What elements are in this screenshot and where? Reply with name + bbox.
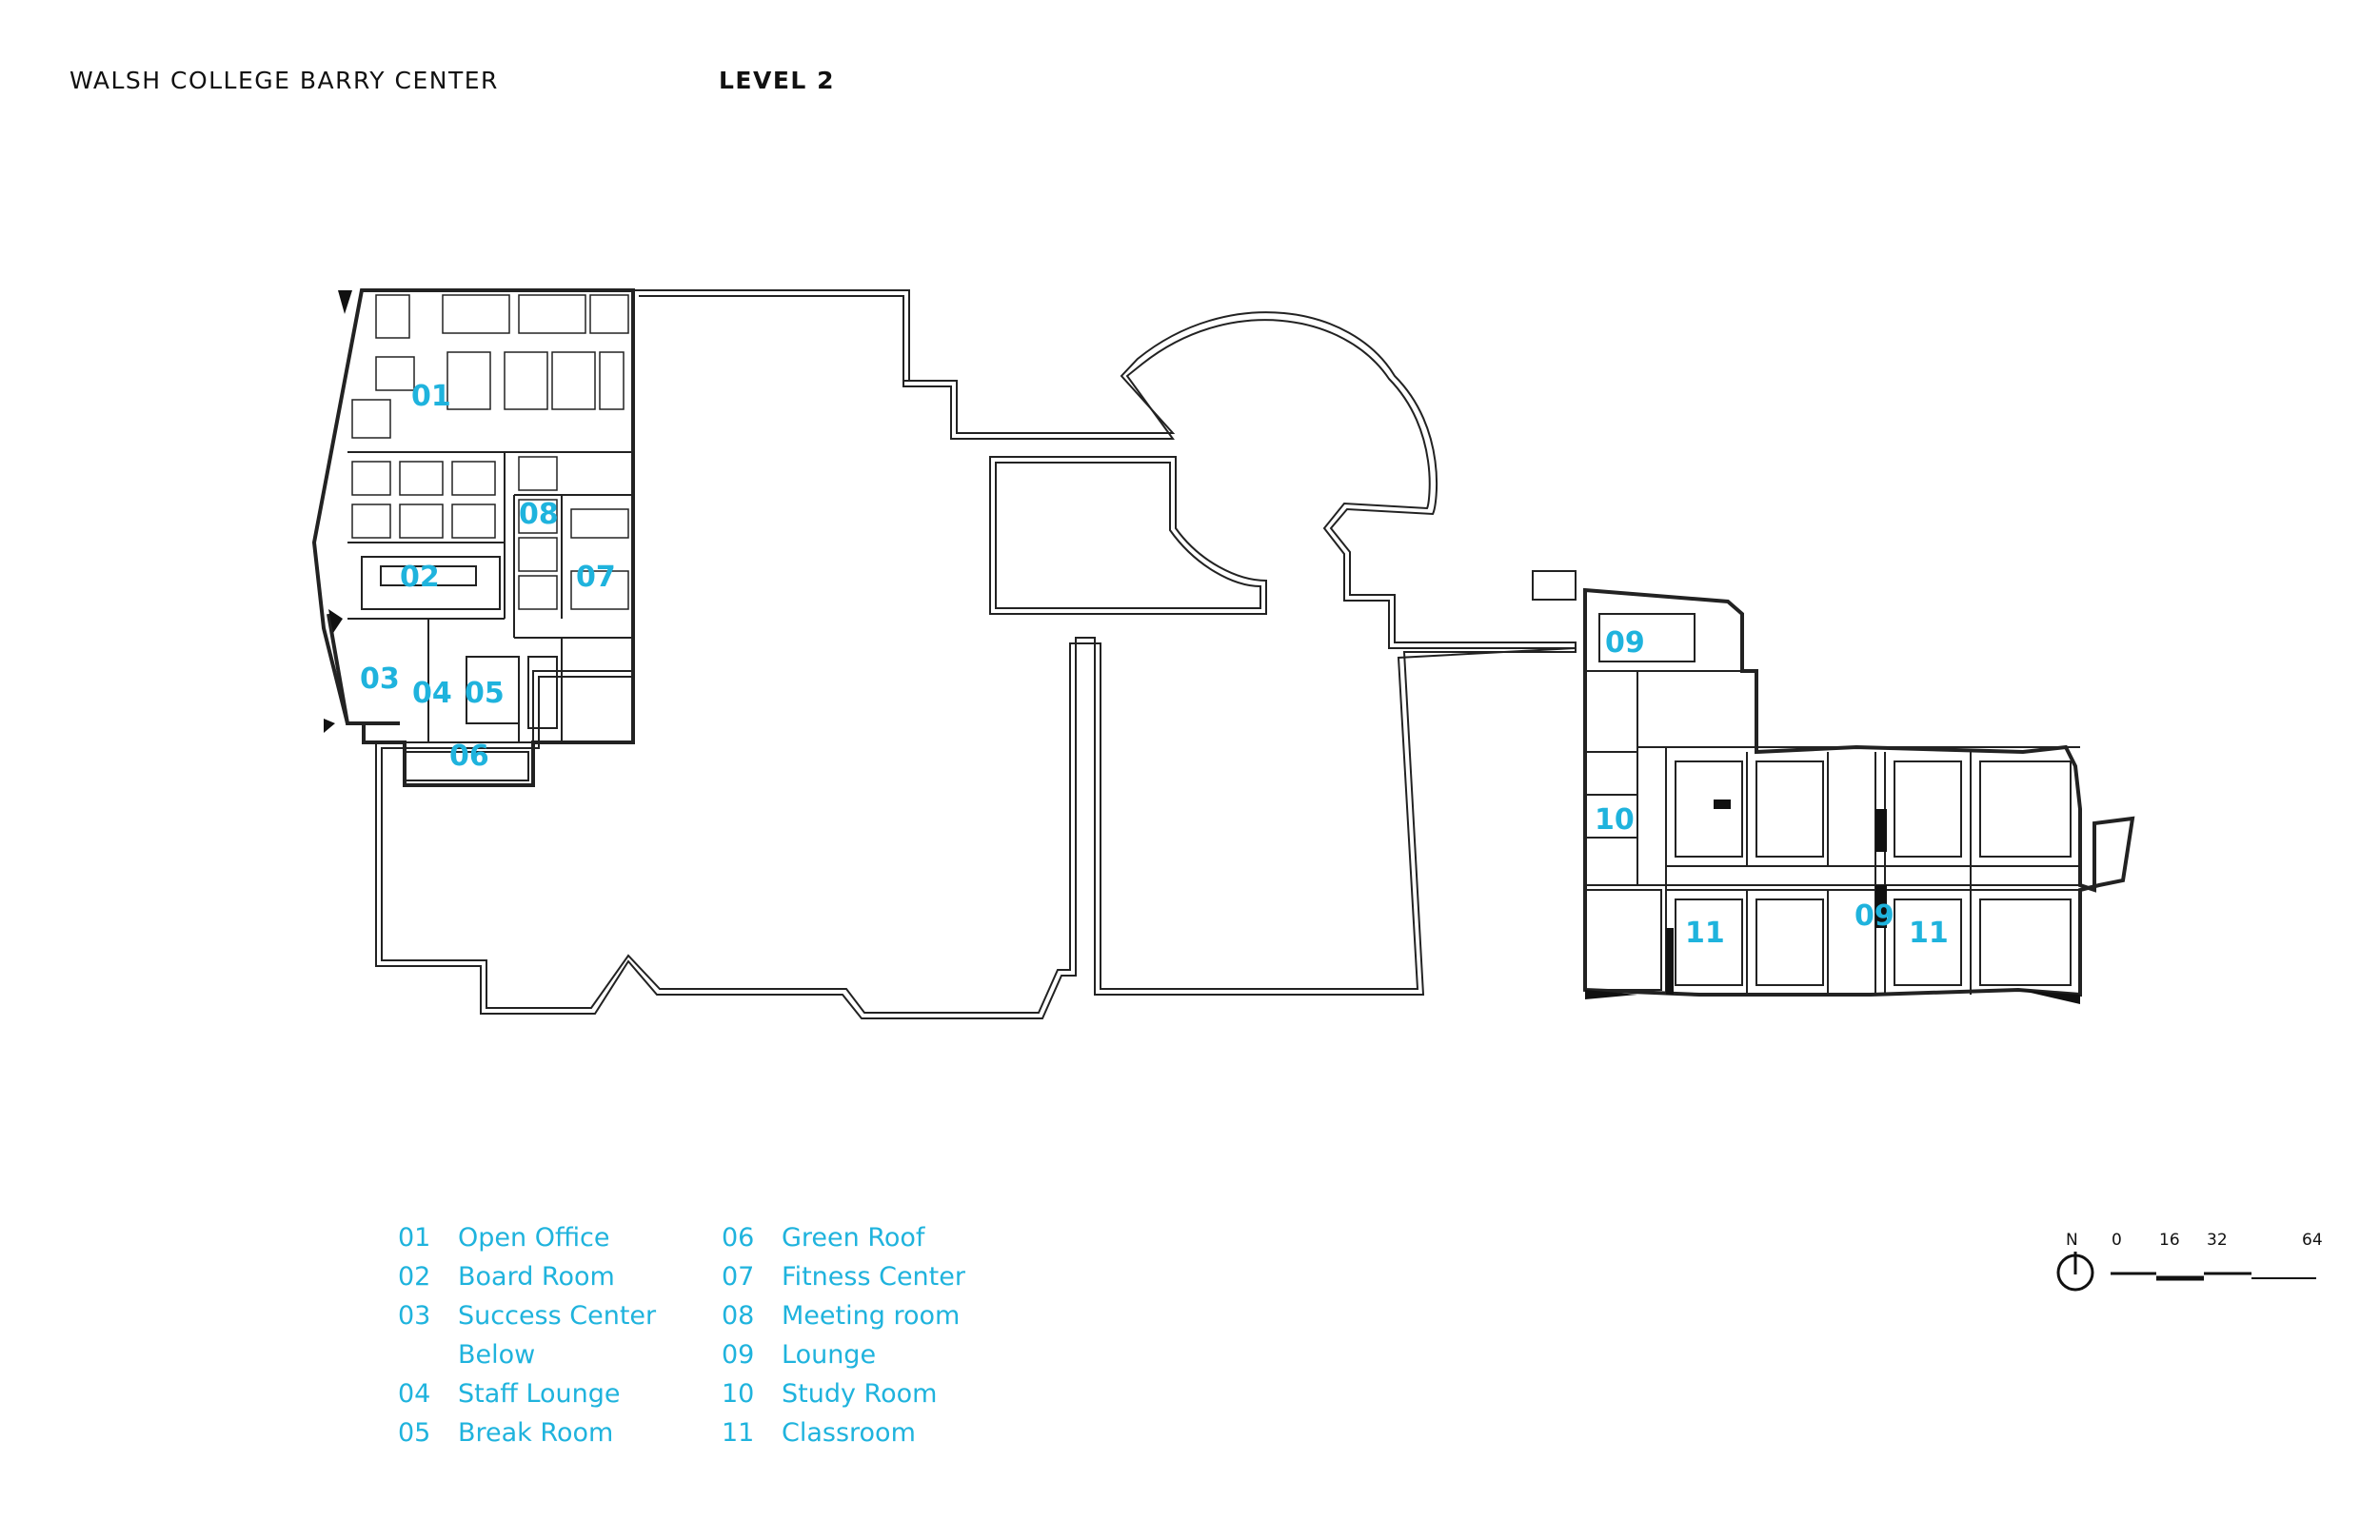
legend-item: 06 Green Roof — [722, 1223, 925, 1253]
plan-label-11b: 11 — [1909, 917, 1949, 950]
scale-tick-16: 16 — [2159, 1231, 2180, 1250]
building-title: WALSH COLLEGE BARRY CENTER — [69, 67, 499, 94]
plan-label-02: 02 — [400, 561, 440, 594]
west-wing-partitions — [347, 451, 633, 781]
north-label: N — [2066, 1231, 2078, 1250]
roof-outline — [375, 289, 1577, 1019]
legend-col-2: 06 Green Roof 07 Fitness Center 08 Meeting … — [722, 1223, 965, 1457]
legend-item: 08 Meeting room — [722, 1301, 961, 1331]
open-office-desks — [351, 294, 629, 610]
scale-bar: N 0 16 32 64 — [2047, 1223, 2332, 1299]
legend-item: 10 Study Room — [722, 1379, 938, 1409]
scale-graphic — [2111, 1272, 2316, 1281]
plan-label-10: 10 — [1595, 803, 1635, 837]
east-wing-partitions — [1584, 613, 2080, 995]
plan-label-01: 01 — [411, 380, 451, 413]
legend-item: 09 Lounge — [722, 1340, 877, 1370]
plan-label-03: 03 — [360, 662, 400, 696]
east-wing — [1583, 587, 2135, 997]
legend-item: 04 Staff Lounge — [398, 1379, 621, 1409]
legend-item: 02 Board Room — [398, 1262, 615, 1292]
legend-item-cont: Below — [458, 1340, 536, 1370]
level-title: LEVEL 2 — [719, 67, 835, 94]
plan-label-08: 08 — [519, 498, 559, 531]
plan-label-07: 07 — [576, 561, 616, 594]
plan-label-04: 04 — [412, 677, 452, 710]
legend-item: 05 Break Room — [398, 1418, 614, 1448]
north-arrow-icon — [2056, 1252, 2094, 1292]
legend-item: 11 Classroom — [722, 1418, 916, 1448]
legend-item: 01 Open Office — [398, 1223, 610, 1253]
scale-tick-64: 64 — [2302, 1231, 2323, 1250]
plan-label-05: 05 — [465, 677, 505, 710]
plan-label-09b: 09 — [1854, 899, 1894, 933]
scale-tick-32: 32 — [2207, 1231, 2228, 1250]
plan-label-11a: 11 — [1685, 917, 1725, 950]
legend-col-1: 01 Open Office 02 Board Room 03 Success Cen… — [398, 1223, 656, 1457]
wall-accents — [324, 290, 2080, 1004]
legend-item: 03 Success Center — [398, 1301, 657, 1331]
plan-room-labels: 01 02 03 04 05 06 07 08 09 09 10 11 11 — [360, 380, 1949, 950]
scale-tick-0: 0 — [2112, 1231, 2122, 1250]
plan-label-09a: 09 — [1605, 626, 1645, 660]
plan-label-06: 06 — [449, 740, 489, 773]
legend-item: 07 Fitness Center — [722, 1262, 965, 1292]
